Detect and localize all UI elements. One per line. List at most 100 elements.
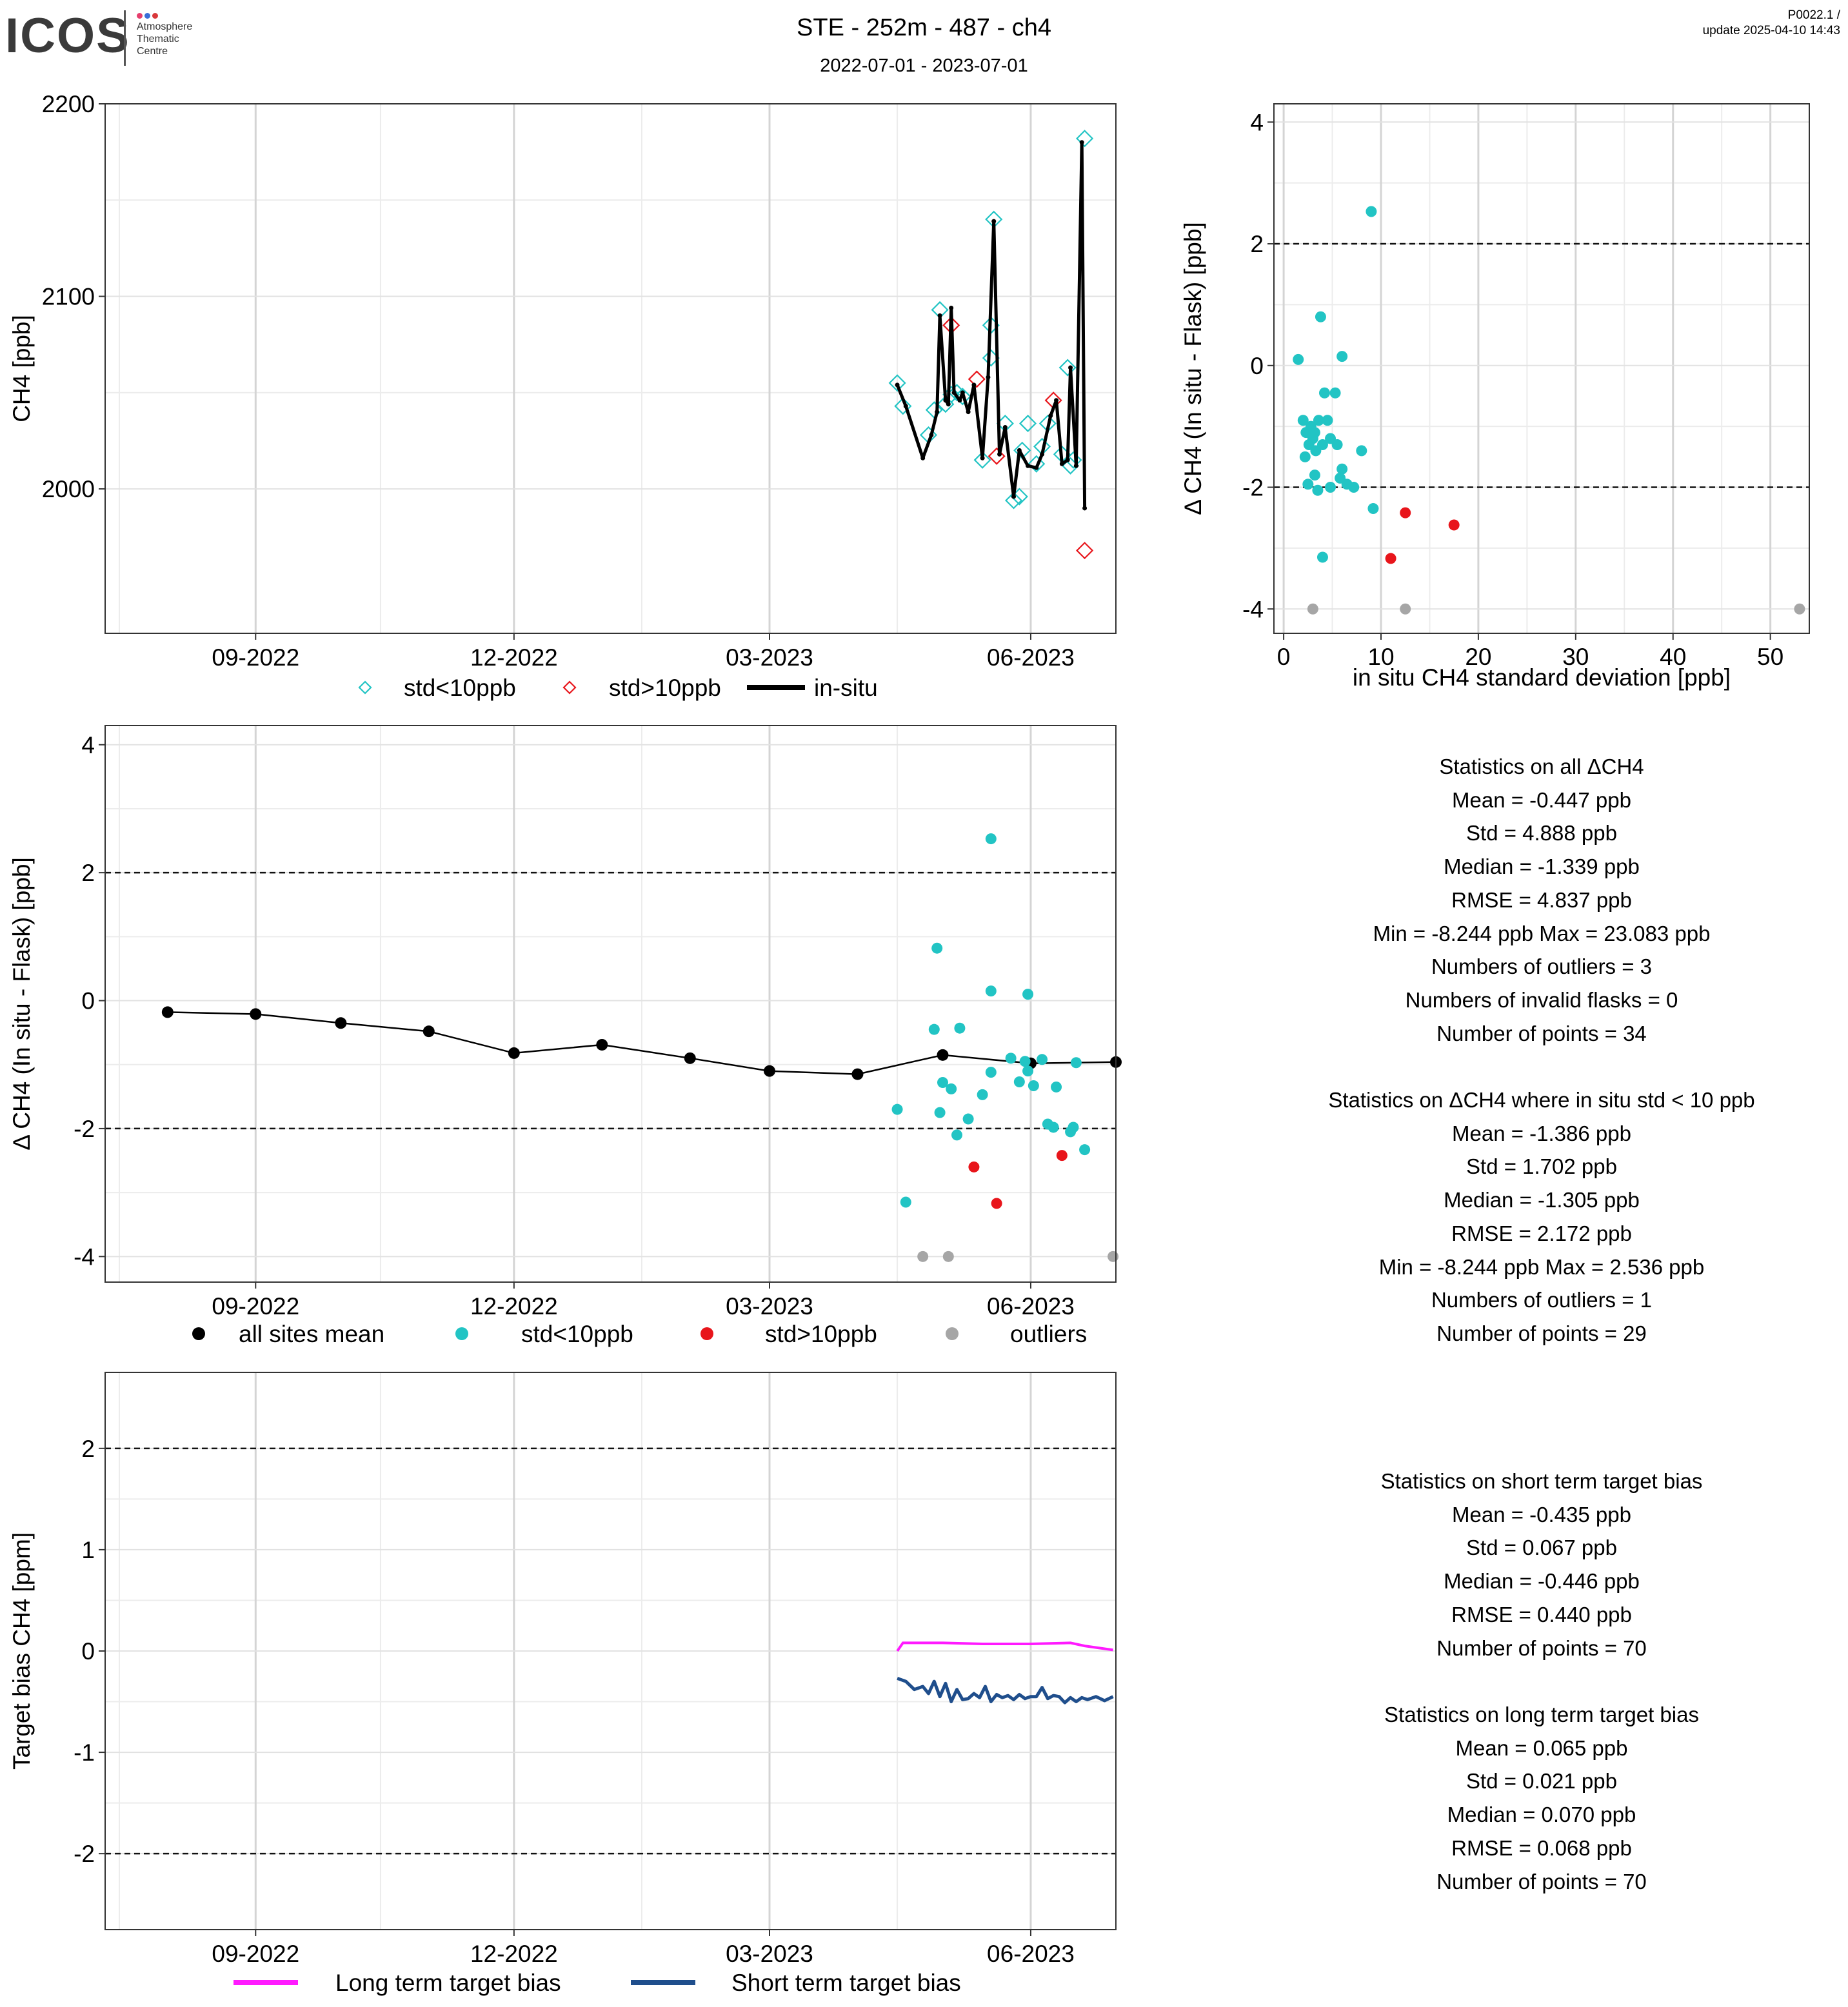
- ch4-flask-std-lt10-point: [894, 397, 912, 415]
- stats-long-block: Statistics on long term target bias Mean…: [1284, 1698, 1800, 1898]
- dtime-point-std-lt10: [1005, 1053, 1017, 1064]
- dstd-point-std-lt10: [1329, 387, 1341, 399]
- ch4-flask-std-lt10-point: [1058, 359, 1077, 377]
- stats-short-block: Statistics on short term target bias Mea…: [1284, 1465, 1800, 1665]
- ch4-insitu-point: [966, 410, 971, 415]
- dstd-tick-label-x: 10: [1367, 644, 1394, 670]
- logo-divider: [124, 10, 126, 66]
- ch4-flask-std-lt10-point: [1076, 130, 1094, 148]
- dstd-point-std-lt10: [1322, 415, 1333, 426]
- ch4-insitu-point: [920, 455, 926, 460]
- dstd-tick-label-x: 30: [1562, 644, 1589, 670]
- ch4-flask-std-lt10-point: [973, 451, 991, 469]
- dstd-tick-label-x: 0: [1277, 644, 1291, 670]
- ch4-flask-std-lt10-point: [953, 388, 971, 406]
- dtime-legend-key-std-lt10: [455, 1327, 468, 1340]
- stats-line: Std = 0.067 ppb: [1466, 1536, 1617, 1560]
- ch4-insitu-point: [1034, 465, 1039, 470]
- dtime-legend-label-std-gt10: std>10ppb: [765, 1321, 877, 1347]
- dtime-mean-point: [763, 1065, 775, 1077]
- stats-line: Std = 0.021 ppb: [1466, 1769, 1617, 1794]
- dtime-tick-label-x: 06-2023: [987, 1293, 1075, 1320]
- ch4-insitu-point: [949, 305, 954, 310]
- bias-tick-label-x: 09-2022: [212, 1941, 299, 1967]
- logo-sub-line: Atmosphere: [137, 21, 193, 32]
- dstd-point-std-lt10: [1310, 445, 1322, 457]
- dstd-point-outlier: [1400, 603, 1411, 615]
- dtime-mean-point: [508, 1047, 520, 1059]
- dtime-mean-point: [335, 1017, 347, 1029]
- stats-short-title: Statistics on short term target bias: [1380, 1469, 1703, 1493]
- dtime-point-std-lt10: [900, 1196, 911, 1208]
- dstd-point-std-lt10: [1356, 445, 1367, 457]
- dtime-mean-point: [596, 1038, 608, 1051]
- ch4-flask-std-gt10-point: [968, 370, 986, 388]
- ch4-insitu-line: [895, 141, 1087, 508]
- ch4-legend-label-std-lt10: std<10ppb: [404, 675, 516, 701]
- ch4-insitu-point: [929, 432, 934, 437]
- logo-subtitle: Atmosphere Thematic Centre: [137, 21, 192, 57]
- ch4-insitu-point: [943, 398, 948, 403]
- dstd-tick-label-x: 40: [1660, 644, 1686, 670]
- stats-line: Mean = 0.065 ppb: [1455, 1735, 1628, 1760]
- ch4-flask-std-lt10-point: [1028, 455, 1046, 473]
- dtime-tick-label-y: 0: [81, 988, 95, 1014]
- dtime-point-std-lt10: [1022, 1065, 1034, 1077]
- ch4-flask-std-lt10-point: [925, 401, 943, 419]
- dtime-point-outlier: [942, 1251, 954, 1262]
- stats-line: Median = -1.305 ppb: [1444, 1188, 1640, 1212]
- dstd-plot-frame: [1273, 103, 1810, 634]
- dstd-point-std-lt10: [1293, 353, 1304, 365]
- dstd-point-std-gt10: [1448, 519, 1460, 531]
- ch4-insitu-point: [957, 398, 962, 403]
- ch4-insitu-point: [960, 390, 965, 395]
- dstd-tick-label-x: 20: [1465, 644, 1491, 670]
- ch4-tick-label-x: 12-2022: [470, 644, 558, 671]
- dstd-point-std-lt10: [1315, 311, 1326, 322]
- dtime-point-std-lt10: [1037, 1054, 1048, 1065]
- page-title: STE - 252m - 487 - ch4: [797, 14, 1051, 41]
- stats-line: RMSE = 0.068 ppb: [1451, 1835, 1632, 1860]
- dtime-point-std-lt10: [951, 1129, 963, 1141]
- dstd-point-std-lt10: [1312, 484, 1324, 496]
- dtime-tick-label-x: 09-2022: [212, 1293, 299, 1320]
- stats-line: Mean = -0.435 ppb: [1452, 1502, 1631, 1527]
- dstd-y-axis-label: Δ CH4 (In situ - Flask) [ppb]: [1180, 222, 1206, 515]
- logo-sub-line: Thematic: [137, 34, 179, 44]
- stats-line: Number of points = 70: [1436, 1869, 1647, 1893]
- dtime-point-std-lt10: [937, 1077, 948, 1089]
- dstd-point-outlier: [1794, 603, 1805, 615]
- dtime-point-std-lt10: [962, 1113, 974, 1125]
- ch4-legend-key-std-lt10: [358, 680, 372, 695]
- bias-long-term-line: [896, 1641, 1113, 1652]
- bias-tick-label-y: 1: [81, 1537, 95, 1563]
- ch4-insitu-point: [991, 219, 997, 224]
- bias-tick-label-y: -1: [74, 1739, 95, 1766]
- dtime-point-std-lt10: [1028, 1080, 1039, 1091]
- stats-line: Number of points = 70: [1436, 1636, 1647, 1660]
- dtime-legend-key-std-gt10: [700, 1327, 713, 1340]
- stats-line: Min = -8.244 ppb Max = 2.536 ppb: [1378, 1254, 1705, 1279]
- ch4-flask-std-gt10-point: [988, 447, 1006, 465]
- ch4-plot-frame: [104, 103, 1117, 634]
- dtime-point-std-lt10: [1013, 1076, 1025, 1088]
- dtime-point-std-lt10: [934, 1107, 946, 1118]
- stats-line: Mean = -1.386 ppb: [1452, 1121, 1631, 1145]
- dtime-legend-label-std-lt10: std<10ppb: [521, 1321, 633, 1347]
- dstd-tick-label-x: 50: [1757, 644, 1783, 670]
- dtime-point-std-lt10: [985, 833, 997, 845]
- dtime-point-std-lt10: [954, 1022, 966, 1034]
- dtime-point-std-lt10: [985, 985, 997, 997]
- dtime-point-std-lt10: [985, 1067, 997, 1078]
- dtime-point-std-lt10: [1048, 1122, 1059, 1133]
- dstd-point-std-lt10: [1331, 439, 1343, 450]
- dstd-point-std-lt10: [1297, 415, 1309, 426]
- dtime-mean-point: [422, 1025, 435, 1038]
- ch4-legend-label-std-gt10: std>10ppb: [609, 675, 721, 701]
- stats-line: Median = 0.070 ppb: [1447, 1803, 1636, 1827]
- logo-dot: [144, 13, 150, 19]
- dtime-point-std-lt10: [1068, 1122, 1079, 1133]
- ch4-flask-std-gt10-point: [1076, 542, 1094, 560]
- dtime-point-std-lt10: [1022, 989, 1034, 1000]
